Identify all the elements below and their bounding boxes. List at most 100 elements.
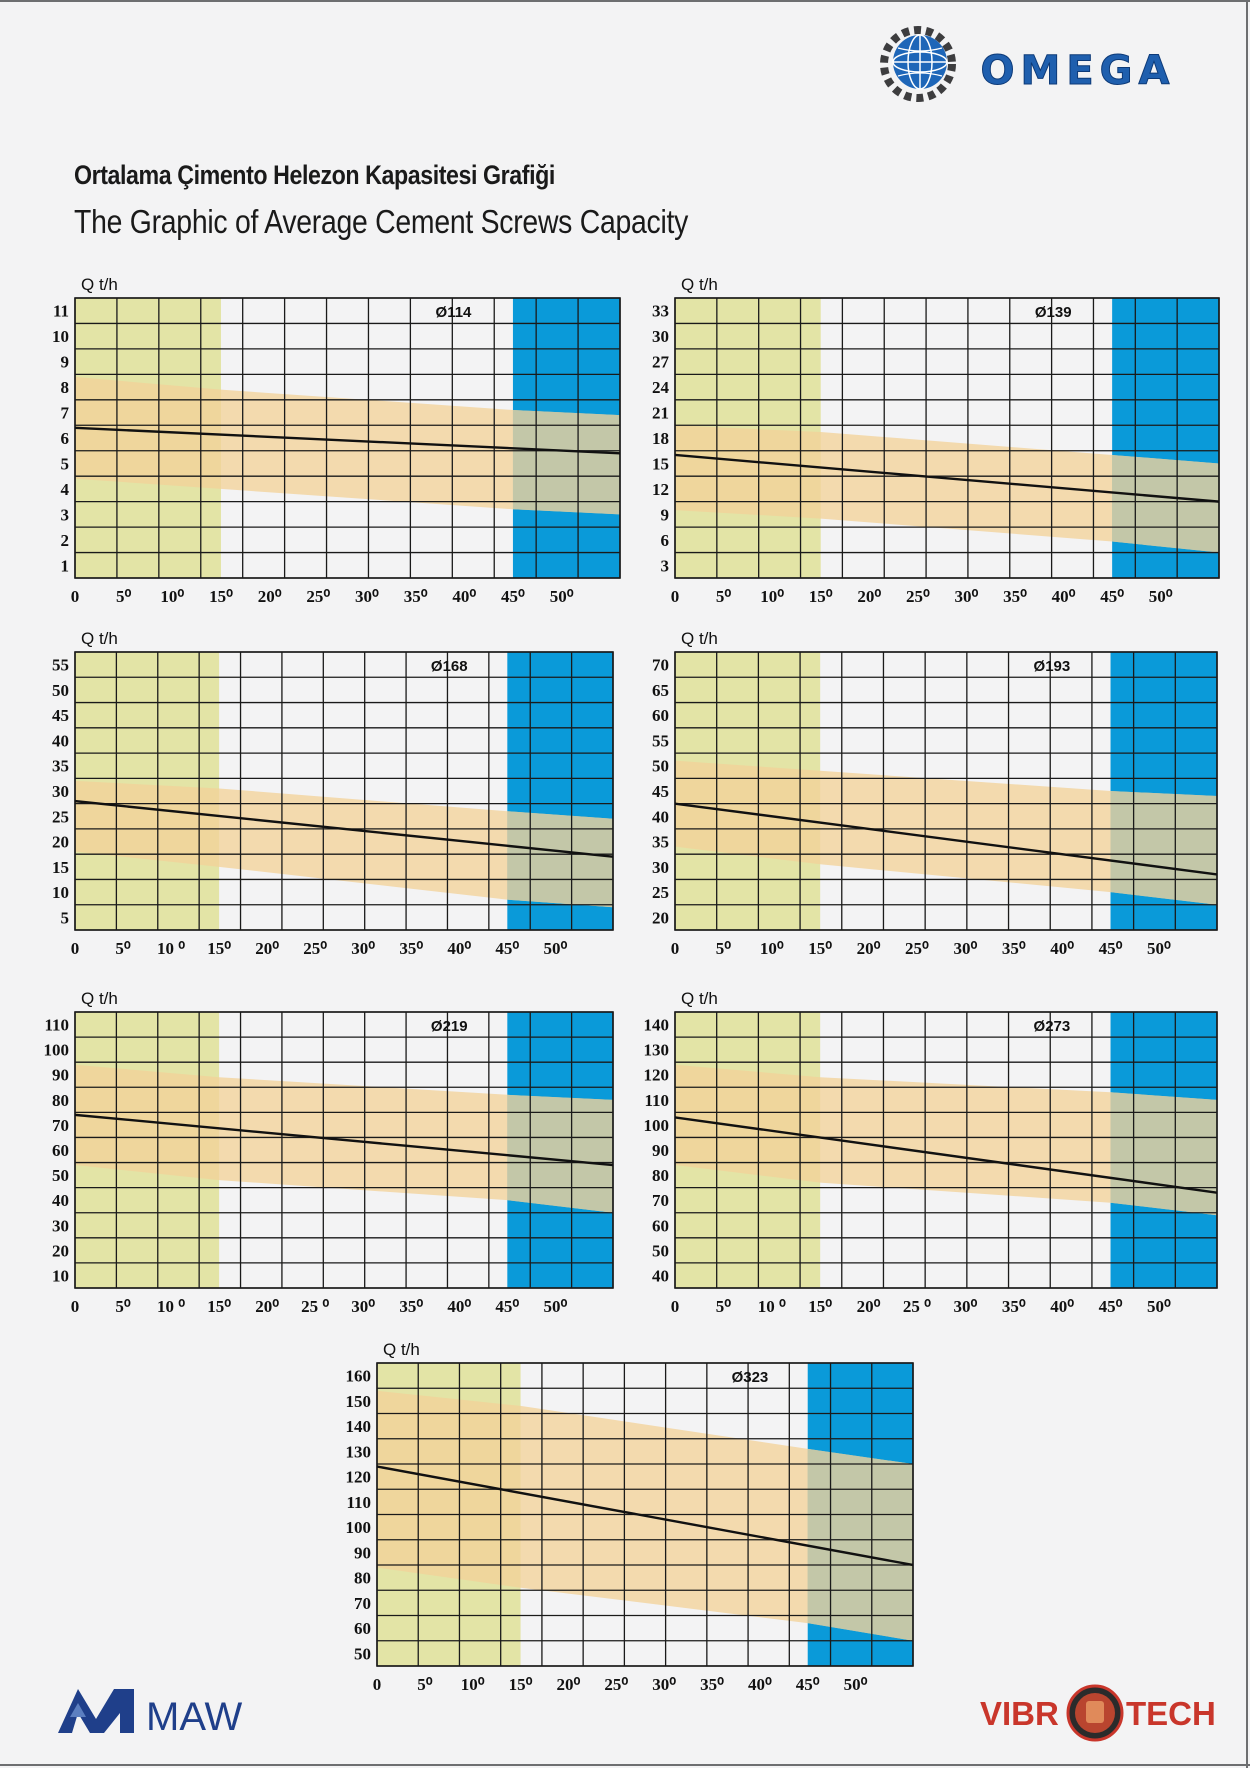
y-tick-label: 70 <box>652 1191 669 1210</box>
x-tick-label: 40⁰ <box>447 1297 471 1316</box>
y-tick-label: 70 <box>652 656 669 675</box>
capacity-band <box>675 760 1217 905</box>
y-tick-label: 40 <box>52 1191 69 1210</box>
x-tick-label: 40⁰ <box>1052 587 1076 606</box>
x-tick-label: 45⁰ <box>501 587 525 606</box>
x-tick-label: 45⁰ <box>1099 939 1123 958</box>
y-axis-label: Q t/h <box>681 275 718 294</box>
y-tick-label: 55 <box>52 656 69 675</box>
x-tick-label: 15⁰ <box>209 587 233 606</box>
y-axis-label: Q t/h <box>81 629 118 648</box>
x-tick-label: 30⁰ <box>953 939 977 958</box>
y-tick-label: 140 <box>644 1016 670 1035</box>
vibrotech-logo: VIBR TECH <box>980 1684 1216 1742</box>
y-tick-label: 7 <box>61 404 70 423</box>
x-tick-label: 40⁰ <box>748 1675 772 1694</box>
y-tick-label: 120 <box>644 1066 670 1085</box>
y-tick-label: 50 <box>52 1166 69 1185</box>
x-tick-label: 25⁰ <box>604 1675 628 1694</box>
y-tick-label: 30 <box>652 858 669 877</box>
x-tick-label: 20⁰ <box>557 1675 581 1694</box>
x-tick-label: 45⁰ <box>1099 1297 1123 1316</box>
x-tick-label: 0 <box>373 1675 382 1694</box>
y-tick-label: 21 <box>652 404 669 423</box>
y-tick-label: 50 <box>652 757 669 776</box>
x-tick-label: 25⁰ <box>906 587 930 606</box>
y-tick-label: 4 <box>61 480 70 499</box>
x-tick-label: 15⁰ <box>808 1297 832 1316</box>
page-border-right <box>1246 0 1248 1768</box>
y-tick-label: 5 <box>61 908 70 927</box>
y-tick-label: 1 <box>61 556 70 575</box>
x-tick-label: 35⁰ <box>404 587 428 606</box>
x-tick-label: 20⁰ <box>857 587 881 606</box>
average-capacity-line <box>75 799 613 858</box>
y-axis-label: Q t/h <box>681 629 718 648</box>
y-tick-label: 40 <box>52 731 69 750</box>
y-tick-label: 27 <box>652 353 670 372</box>
x-tick-label: 0 <box>71 587 80 606</box>
x-tick-label: 0 <box>71 1297 80 1316</box>
x-tick-label: 50⁰ <box>1147 939 1171 958</box>
y-tick-label: 100 <box>346 1518 372 1537</box>
maw-logo: MAW <box>58 1689 243 1735</box>
omega-logo: OMEGA <box>880 26 1170 102</box>
x-tick-label: 25 ⁰ <box>903 1297 931 1316</box>
x-tick-label: 50⁰ <box>543 1297 567 1316</box>
diameter-label: Ø168 <box>431 658 468 675</box>
y-tick-label: 80 <box>52 1091 69 1110</box>
x-tick-label: 30⁰ <box>953 1297 977 1316</box>
x-tick-label: 10⁰ <box>760 587 784 606</box>
y-tick-label: 55 <box>652 731 669 750</box>
capacity-band <box>75 1064 613 1213</box>
grid-lines <box>376 1362 914 1667</box>
x-tick-label: 10⁰ <box>461 1675 485 1694</box>
page-title-en: The Graphic of Average Cement Screws Cap… <box>74 203 689 240</box>
chart-d139: Ø139 Q t/h 3 6 9 12 15 18 21 24 27 30 33 0 5⁰ 10⁰ 15⁰ 20⁰… <box>652 275 1220 606</box>
x-tick-label: 5⁰ <box>716 1297 732 1316</box>
capacity-band <box>75 376 620 515</box>
y-tick-label: 60 <box>652 1216 669 1235</box>
y-tick-label: 6 <box>61 429 70 448</box>
y-tick-label: 5 <box>61 454 70 473</box>
y-tick-label: 70 <box>52 1116 69 1135</box>
y-tick-label: 20 <box>52 1241 69 1260</box>
x-tick-label: 30⁰ <box>351 939 375 958</box>
y-tick-label: 2 <box>61 531 70 550</box>
y-tick-label: 25 <box>52 807 69 826</box>
x-tick-label: 25⁰ <box>905 939 929 958</box>
page-title-tr: Ortalama Çimento Helezon Kapasitesi Graf… <box>74 160 555 190</box>
x-tick-label: 20⁰ <box>255 1297 279 1316</box>
x-tick-label: 40⁰ <box>1050 939 1074 958</box>
x-tick-label: 10 ⁰ <box>157 1297 185 1316</box>
average-capacity-line <box>75 1113 613 1167</box>
x-tick-label: 20⁰ <box>857 1297 881 1316</box>
chart-d168: Ø168 Q t/h 5 10 15 20 25 30 35 40 45 50 55 0 5⁰ 10 ⁰ 15⁰… <box>52 629 614 958</box>
diameter-label: Ø219 <box>431 1018 468 1035</box>
y-tick-label: 9 <box>61 353 70 372</box>
y-axis-label: Q t/h <box>681 989 718 1008</box>
x-tick-label: 30⁰ <box>955 587 979 606</box>
capacity-band-blue-overlap <box>1110 791 1217 905</box>
x-tick-label: 10 ⁰ <box>758 1297 786 1316</box>
vibrotech-logo-text-left: VIBR <box>980 1695 1059 1732</box>
plot-border <box>674 297 1220 579</box>
y-tick-label: 90 <box>354 1543 371 1562</box>
y-tick-label: 90 <box>652 1141 669 1160</box>
chart-d193: Ø193 Q t/h 20 25 30 35 40 45 50 55 60 65 70 0 5⁰ 10⁰ 15⁰… <box>652 629 1218 958</box>
y-tick-label: 50 <box>52 681 69 700</box>
y-tick-label: 40 <box>652 807 669 826</box>
x-tick-label: 35⁰ <box>399 939 423 958</box>
average-capacity-line <box>675 453 1219 503</box>
y-tick-label: 100 <box>644 1116 670 1135</box>
y-tick-label: 110 <box>44 1016 69 1035</box>
y-tick-label: 90 <box>52 1066 69 1085</box>
y-tick-label: 20 <box>652 908 669 927</box>
x-tick-label: 50⁰ <box>543 939 567 958</box>
y-tick-label: 11 <box>53 302 69 321</box>
plot-border <box>376 1362 914 1667</box>
x-tick-label: 35⁰ <box>399 1297 423 1316</box>
y-tick-label: 100 <box>44 1041 70 1060</box>
x-tick-label: 40⁰ <box>452 587 476 606</box>
